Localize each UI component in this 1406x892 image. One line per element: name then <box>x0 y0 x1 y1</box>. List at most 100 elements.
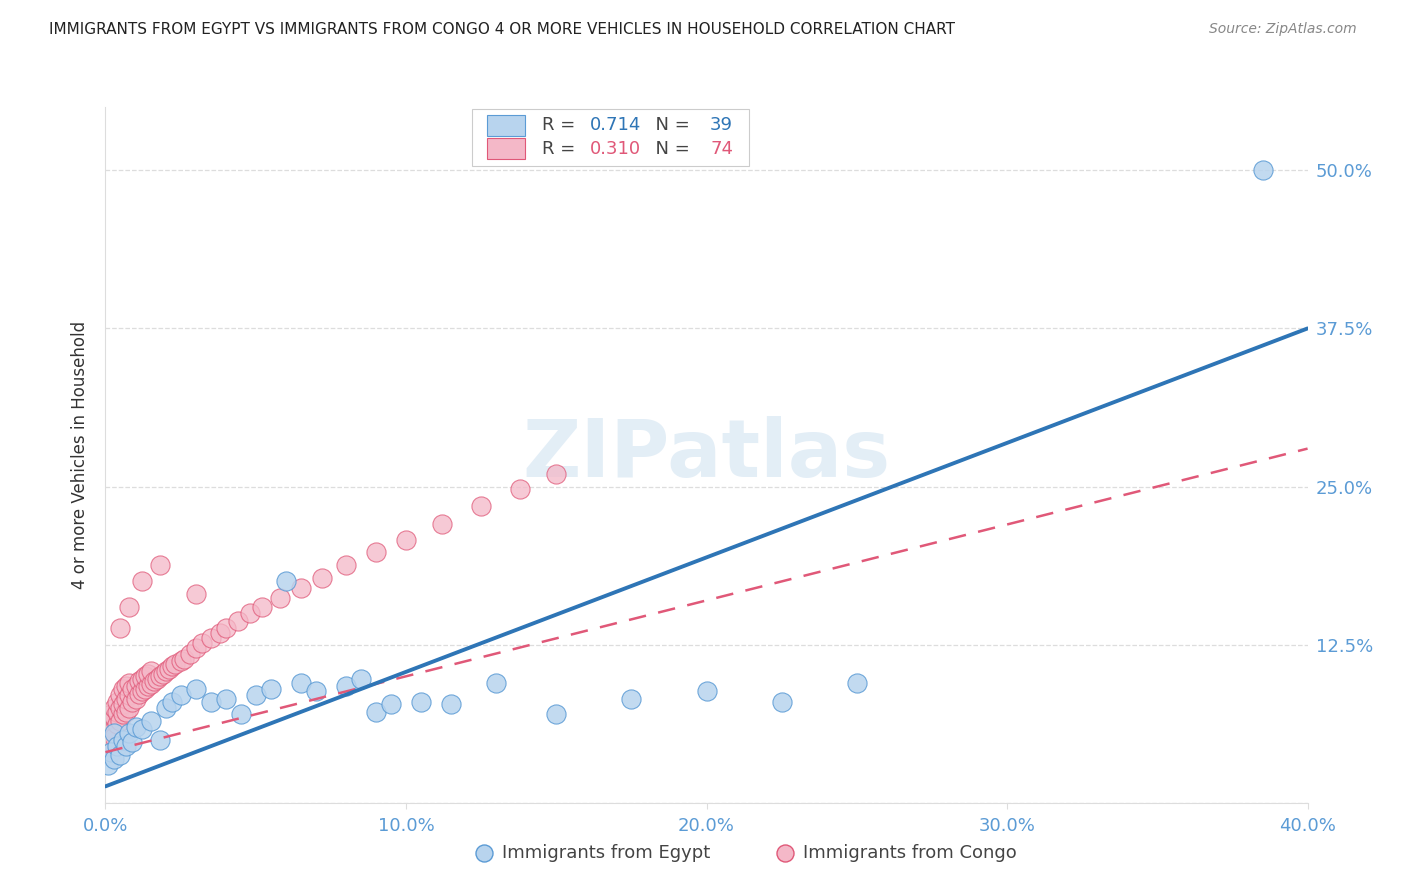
Text: Source: ZipAtlas.com: Source: ZipAtlas.com <box>1209 22 1357 37</box>
Point <box>148 558 170 572</box>
Point <box>364 545 387 559</box>
Point <box>335 680 357 694</box>
Point <box>160 659 183 673</box>
Point <box>305 684 328 698</box>
Point <box>107 739 129 753</box>
Point <box>395 533 418 547</box>
Point <box>128 687 150 701</box>
Point <box>100 714 122 728</box>
Point <box>112 681 135 696</box>
Point <box>97 739 120 753</box>
Point <box>173 651 195 665</box>
Point <box>110 688 132 702</box>
Point <box>118 726 141 740</box>
Point <box>546 467 568 481</box>
Point <box>131 672 153 686</box>
Point <box>430 517 453 532</box>
Point <box>155 665 177 679</box>
Point <box>160 695 183 709</box>
Point <box>380 697 402 711</box>
Point <box>440 697 463 711</box>
Point <box>121 695 143 709</box>
Point <box>470 499 492 513</box>
Point <box>226 614 249 628</box>
Point <box>148 732 170 747</box>
Point <box>229 707 252 722</box>
Point <box>97 757 120 772</box>
Point <box>274 574 297 589</box>
Text: ZIPatlas: ZIPatlas <box>523 416 890 494</box>
Point <box>620 692 643 706</box>
Point <box>103 751 125 765</box>
Point <box>546 707 568 722</box>
Text: N =: N = <box>644 140 696 158</box>
Text: Immigrants from Egypt: Immigrants from Egypt <box>502 844 710 862</box>
Point <box>770 695 793 709</box>
Point <box>103 701 125 715</box>
Point <box>131 723 153 737</box>
Point <box>179 647 201 661</box>
Point <box>335 558 357 572</box>
Text: R =: R = <box>541 116 581 134</box>
Point <box>110 714 132 728</box>
Point <box>121 681 143 696</box>
Point <box>214 621 236 635</box>
Point <box>142 674 165 689</box>
Point <box>169 688 191 702</box>
Point <box>269 591 291 605</box>
Point <box>509 482 531 496</box>
Y-axis label: 4 or more Vehicles in Household: 4 or more Vehicles in Household <box>72 321 90 589</box>
Point <box>163 657 186 671</box>
Text: N =: N = <box>644 116 696 134</box>
Point <box>190 636 212 650</box>
Text: R =: R = <box>541 140 581 158</box>
Point <box>115 739 138 753</box>
Point <box>124 680 146 694</box>
Text: 74: 74 <box>710 140 733 158</box>
Point <box>121 735 143 749</box>
Point <box>107 695 129 709</box>
Point <box>260 681 283 696</box>
Point <box>145 672 167 686</box>
Point <box>239 606 262 620</box>
Point <box>107 705 129 719</box>
Point <box>134 669 156 683</box>
Point <box>409 695 432 709</box>
Point <box>100 735 122 749</box>
Point <box>200 632 222 646</box>
Point <box>112 697 135 711</box>
Point <box>184 641 207 656</box>
Point <box>118 675 141 690</box>
Point <box>118 701 141 715</box>
Point <box>155 701 177 715</box>
Point <box>157 662 180 676</box>
Point <box>103 710 125 724</box>
FancyBboxPatch shape <box>486 115 524 136</box>
Point <box>136 666 159 681</box>
Point <box>110 701 132 715</box>
Point <box>134 681 156 696</box>
Point <box>112 732 135 747</box>
Point <box>128 674 150 689</box>
Point <box>139 665 162 679</box>
Point <box>200 695 222 709</box>
Point <box>100 707 122 722</box>
Point <box>124 692 146 706</box>
Point <box>124 720 146 734</box>
Point <box>110 747 132 762</box>
Point <box>97 720 120 734</box>
Point <box>118 599 141 614</box>
Point <box>115 705 138 719</box>
Point <box>696 684 718 698</box>
Point <box>136 680 159 694</box>
Point <box>97 732 120 747</box>
Point <box>118 688 141 702</box>
Point <box>139 677 162 691</box>
Point <box>131 574 153 589</box>
FancyBboxPatch shape <box>486 138 524 159</box>
Point <box>139 714 162 728</box>
Point <box>311 571 333 585</box>
Point <box>1040 887 1063 892</box>
FancyBboxPatch shape <box>472 109 748 166</box>
Point <box>1251 163 1274 178</box>
